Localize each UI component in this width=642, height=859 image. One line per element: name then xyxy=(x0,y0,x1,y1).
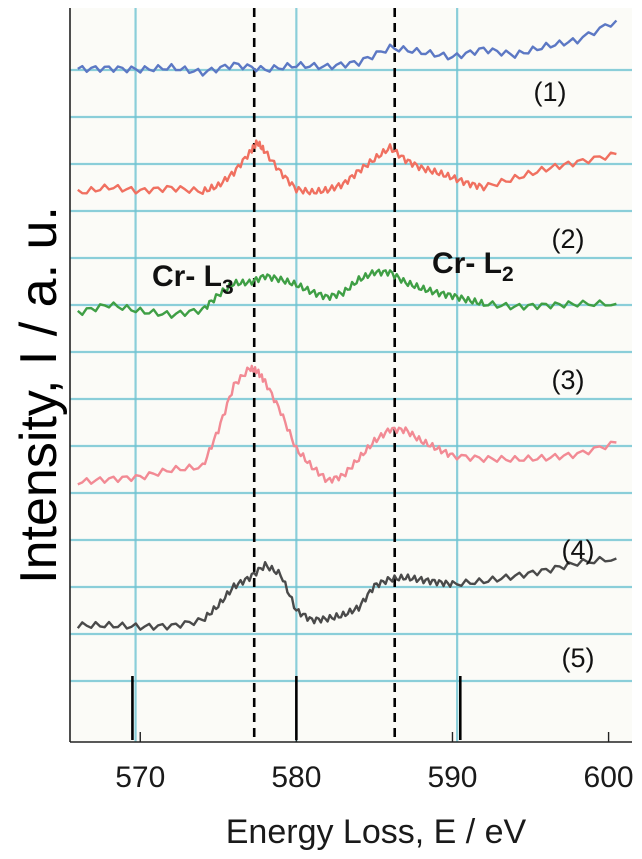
series-line-1 xyxy=(77,19,618,77)
series-label-4: (4) xyxy=(562,535,595,565)
series-label-5: (5) xyxy=(562,643,595,673)
series-label-3: (3) xyxy=(552,365,585,395)
peak-label-2: Cr- L2 xyxy=(432,247,514,286)
series-label-1: (1) xyxy=(534,77,567,107)
peak-marker-lines xyxy=(252,8,397,742)
peak-label-1: Cr- L3 xyxy=(152,260,234,299)
series-line-5 xyxy=(76,555,617,631)
plot-area xyxy=(70,8,632,742)
series-line-3 xyxy=(77,268,617,319)
axes xyxy=(69,8,632,743)
x-tick-label-590: 590 xyxy=(427,761,477,794)
peak-labels: Cr- L3 Cr- L2 xyxy=(152,247,514,299)
series-layer xyxy=(76,19,618,631)
x-ticks: 570 580 590 600 xyxy=(115,676,634,794)
grid-lines xyxy=(70,8,632,742)
series-line-2 xyxy=(77,139,617,196)
x-axis-title: Energy Loss, E / eV xyxy=(226,813,527,851)
plot-background xyxy=(70,8,632,742)
series-label-2: (2) xyxy=(552,224,585,254)
y-axis-title: Intensity, I / a. u. xyxy=(10,206,68,584)
x-tick-label-570: 570 xyxy=(115,761,165,794)
x-tick-label-580: 580 xyxy=(271,761,321,794)
series-labels: (1) (2) (3) (4) (5) xyxy=(534,77,595,673)
x-tick-label-600: 600 xyxy=(584,761,634,794)
series-line-4 xyxy=(77,364,617,486)
